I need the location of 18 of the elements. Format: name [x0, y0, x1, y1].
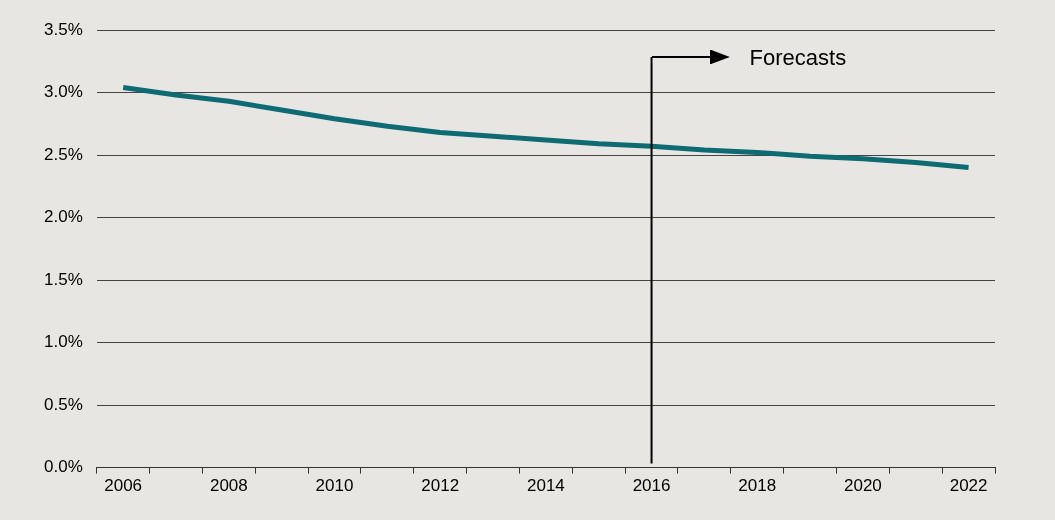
ref-line-label: Forecasts	[749, 45, 847, 71]
y-tick-label: 1.5%	[44, 269, 83, 289]
x-tick-label: 2008	[209, 476, 248, 496]
x-tick-label: 2020	[843, 476, 882, 496]
y-tick-label: 3.0%	[44, 82, 83, 102]
x-tick-label: 2006	[104, 476, 143, 496]
y-tick-label: 0.0%	[44, 457, 83, 477]
x-tick-label: 2016	[632, 476, 671, 496]
y-tick-label: 1.0%	[44, 332, 83, 352]
x-tick-label: 2018	[738, 476, 777, 496]
x-tick-label: 2022	[949, 476, 988, 496]
x-tick-label: 2010	[315, 476, 354, 496]
y-tick-label: 2.0%	[44, 207, 83, 227]
y-tick-label: 0.5%	[44, 394, 83, 414]
y-tick-label: 3.5%	[44, 19, 83, 39]
y-tick-label: 2.5%	[44, 144, 83, 164]
x-tick-label: 2012	[421, 476, 460, 496]
x-tick-label: 2014	[526, 476, 565, 496]
